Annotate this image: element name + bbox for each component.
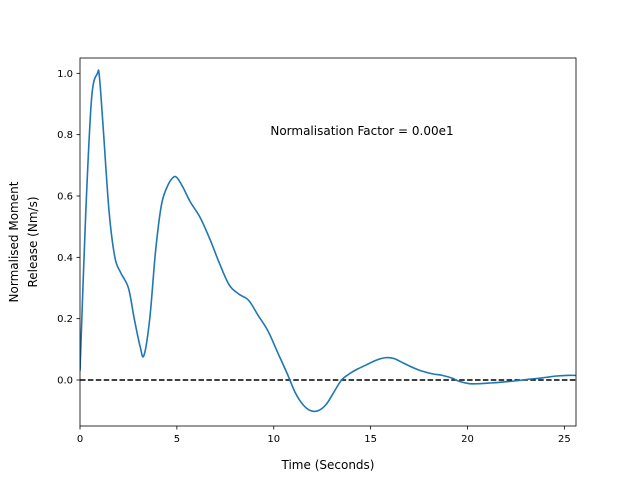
y-tick-label: 1.0 bbox=[57, 69, 73, 80]
x-axis-title: Time (Seconds) bbox=[281, 458, 375, 472]
normalisation-annotation: Normalisation Factor = 0.00e1 bbox=[270, 124, 453, 138]
x-tick-label: 0 bbox=[77, 434, 83, 445]
x-tick-label: 5 bbox=[174, 434, 180, 445]
x-tick-label: 15 bbox=[364, 434, 377, 445]
y-tick-label: 0.0 bbox=[57, 376, 73, 387]
y-tick-label: 0.8 bbox=[57, 130, 73, 141]
y-tick-label: 0.2 bbox=[57, 314, 73, 325]
axes: 0 5 10 15 20 25 0.0 0.2 0.4 0.6 0.8 1.0 bbox=[57, 57, 577, 445]
x-tick-label: 10 bbox=[267, 434, 280, 445]
series-line-0 bbox=[80, 69, 576, 413]
y-axis-title-line-1: Normalised Moment bbox=[7, 181, 21, 302]
plot-area bbox=[80, 69, 576, 413]
axes-frame bbox=[79, 57, 577, 427]
y-axis-title-line-2: Release (Nm/s) bbox=[26, 196, 40, 287]
y-tick-label: 0.6 bbox=[57, 192, 73, 203]
x-tick-label: 25 bbox=[558, 434, 571, 445]
x-tick-label: 20 bbox=[461, 434, 474, 445]
y-tick-label: 0.4 bbox=[57, 253, 73, 264]
